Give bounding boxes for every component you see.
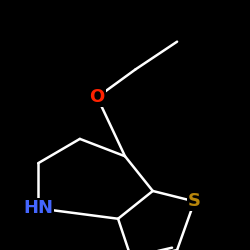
Text: S: S — [188, 192, 201, 210]
Text: HN: HN — [23, 199, 53, 217]
Text: O: O — [90, 88, 105, 106]
